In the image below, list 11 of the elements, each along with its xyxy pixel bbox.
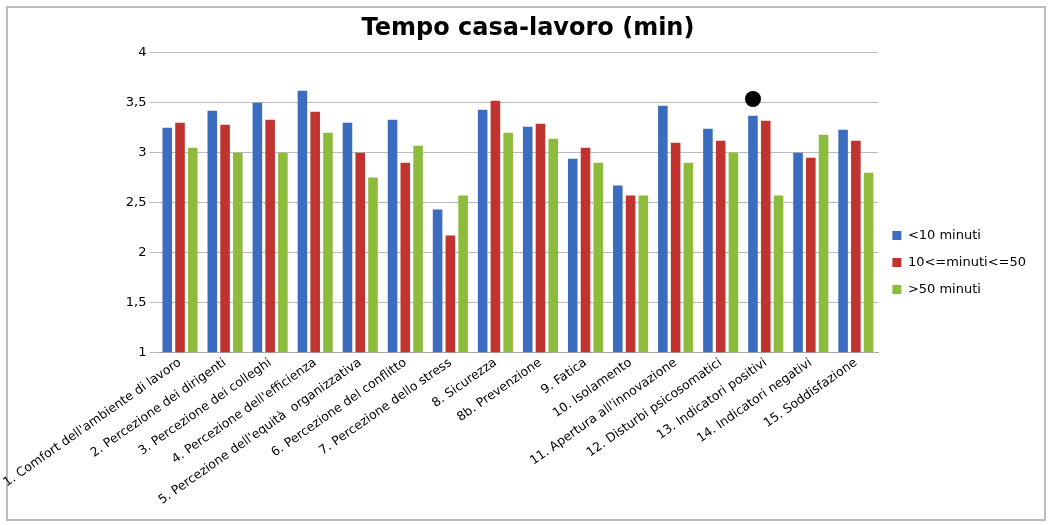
y-tick-label: 1,5 [125,293,147,309]
y-tick-label: 2,5 [125,193,147,209]
legend-label: >50 minuti [907,280,981,296]
y-tick-label: 1 [138,343,147,359]
y-tick-label: 4 [138,44,147,60]
y-tick-label: 3 [138,144,147,160]
y-tick-label: 2 [138,243,147,259]
legend-label: <10 minuti [907,226,981,242]
chart-title: Tempo casa-lavoro (min) [361,12,695,41]
legend-label: 10<=minuti<=50 [907,253,1027,269]
y-tick-label: 3,5 [125,94,147,110]
